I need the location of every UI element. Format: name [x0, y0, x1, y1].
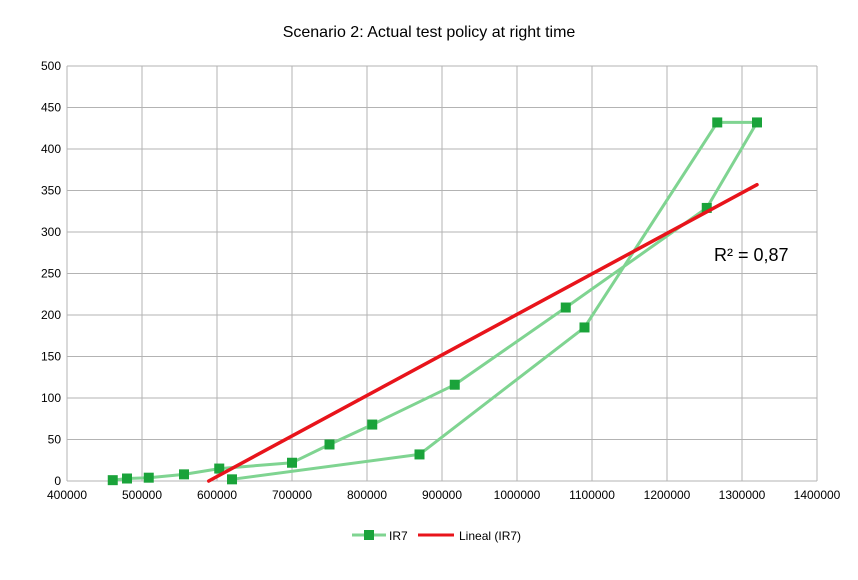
data-point — [179, 469, 189, 480]
data-point — [414, 449, 425, 460]
y-axis-ticks: 0 50 100 150 200 250 300 350 400 450 500 — [41, 59, 61, 488]
y-tick-label: 500 — [41, 59, 61, 73]
x-tick-label: 500000 — [122, 488, 162, 502]
trendline — [207, 182, 759, 483]
data-point — [712, 117, 723, 128]
y-tick-label: 250 — [41, 267, 61, 281]
x-tick-label: 1000000 — [494, 488, 541, 502]
chart-title: Scenario 2: Actual test policy at right … — [283, 24, 576, 41]
series-ir7 — [107, 117, 762, 486]
x-tick-label: 1200000 — [644, 488, 691, 502]
x-tick-label: 700000 — [272, 488, 312, 502]
x-tick-label: 600000 — [197, 488, 237, 502]
y-tick-label: 400 — [41, 142, 61, 156]
r-squared-label: R² = 0,87 — [714, 245, 789, 265]
data-point — [449, 379, 460, 390]
x-tick-label: 800000 — [347, 488, 387, 502]
x-axis-ticks: 400000 500000 600000 700000 800000 900000 1000… — [47, 488, 841, 502]
y-tick-label: 350 — [41, 184, 61, 198]
y-tick-label: 150 — [41, 350, 61, 364]
data-point — [752, 117, 762, 128]
data-point — [287, 457, 297, 468]
y-tick-label: 0 — [54, 474, 61, 488]
y-tick-label: 300 — [41, 225, 61, 239]
x-tick-label: 900000 — [422, 488, 462, 502]
legend: IR7 Lineal (IR7) — [352, 529, 521, 543]
y-tick-label: 200 — [41, 308, 61, 322]
data-point — [701, 202, 712, 213]
x-tick-label: 1100000 — [569, 488, 615, 502]
data-point — [214, 463, 225, 474]
data-point — [560, 302, 571, 313]
data-point — [324, 439, 335, 450]
series-line — [112, 120, 759, 482]
y-tick-label: 50 — [48, 433, 62, 447]
data-point — [227, 474, 237, 485]
legend-lineal-label: Lineal (IR7) — [459, 529, 521, 543]
data-point — [143, 472, 154, 483]
data-point — [107, 475, 118, 486]
x-tick-label: 1400000 — [794, 488, 841, 502]
legend-ir7-marker — [364, 530, 374, 540]
x-tick-label: 400000 — [47, 488, 87, 502]
legend-ir7-label: IR7 — [389, 529, 408, 543]
data-point — [367, 419, 378, 430]
y-tick-label: 450 — [41, 101, 61, 115]
data-point — [122, 473, 132, 484]
grid — [66, 65, 818, 482]
trendline-group — [207, 182, 759, 483]
data-point — [579, 322, 590, 333]
y-tick-label: 100 — [41, 391, 61, 405]
x-tick-label: 1300000 — [719, 488, 766, 502]
